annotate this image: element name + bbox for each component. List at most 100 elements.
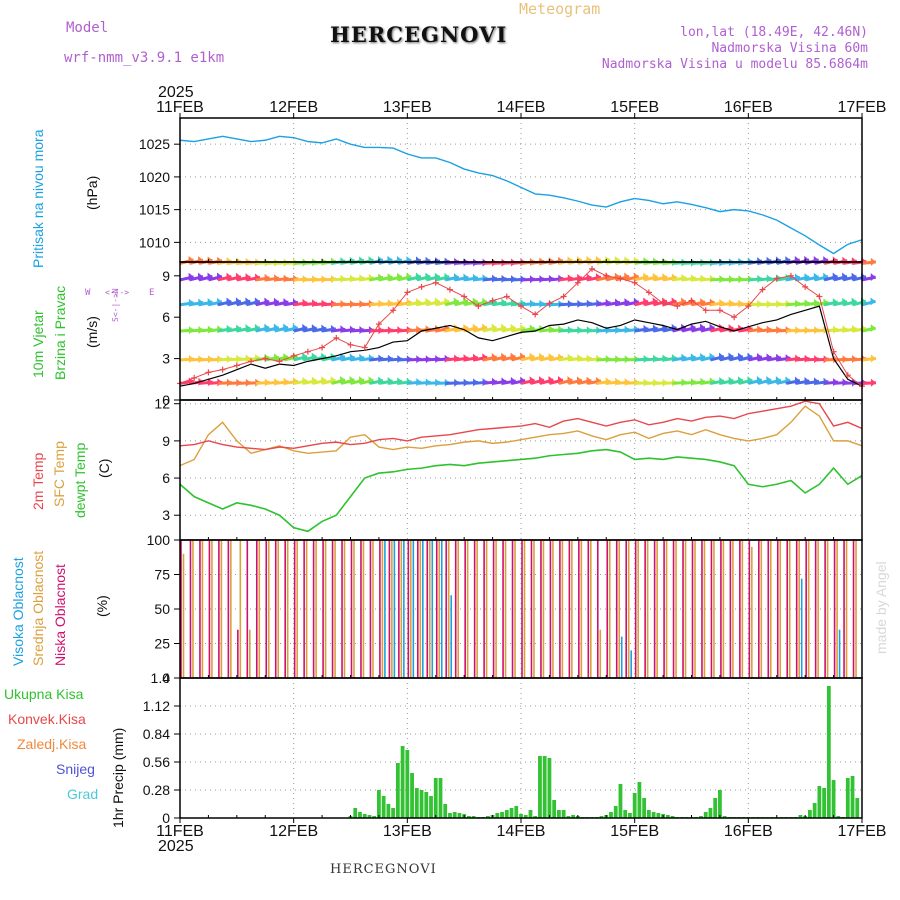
wind-arrowhead <box>870 378 876 387</box>
cloud-ytick-label: 75 <box>154 567 170 583</box>
wind-arrowhead <box>870 324 876 333</box>
precip-bar <box>443 804 448 818</box>
precip-bar <box>395 763 400 818</box>
cloud-ytick-label: 25 <box>154 636 170 652</box>
precip-bar <box>618 784 623 818</box>
temp-ytick-label: 12 <box>154 396 170 412</box>
precip-bar <box>528 810 533 818</box>
dewpt-line <box>179 448 863 533</box>
xtick-label-bottom: 13FEB <box>383 823 432 840</box>
precip-bar <box>424 792 429 818</box>
xtick-label-top: 12FEB <box>269 99 318 116</box>
precip-bar <box>405 750 410 818</box>
footer-station: HERCEGNOVI <box>330 862 437 877</box>
cloud-ytick-label: 100 <box>147 532 171 548</box>
precip-bar <box>448 813 452 818</box>
precip-bar <box>353 808 358 818</box>
precip-bar <box>566 816 571 818</box>
precip-bar <box>703 812 708 818</box>
precip-bar <box>812 803 817 818</box>
pressure-ytick-label: 1020 <box>139 169 170 185</box>
precip-bar <box>850 776 855 818</box>
precip-ytick-label: 1.4 <box>151 670 171 686</box>
precip-bar <box>391 808 396 818</box>
precip-bar <box>514 806 519 818</box>
elevation-label: Nadmorska Visina 60m <box>711 41 868 56</box>
meteogram-title: Meteogram <box>519 0 601 18</box>
precip-bar <box>646 810 651 818</box>
precip-bar <box>429 796 433 818</box>
sfc-temp-line <box>179 405 863 467</box>
precip-bar <box>822 788 827 818</box>
precip-bar <box>808 810 812 818</box>
precip-bar <box>628 813 632 818</box>
precip-bar <box>718 790 722 818</box>
station-title: HERCEGNOVI <box>330 22 508 47</box>
precip-bar <box>533 816 538 818</box>
wind-arrowhead <box>870 297 876 306</box>
precip-bar <box>571 815 575 818</box>
precip-bar <box>817 786 822 818</box>
precip-bar <box>410 773 414 818</box>
wind-ytick-label: 9 <box>162 268 170 284</box>
precip-bar <box>509 808 514 818</box>
precip-bar <box>556 810 561 818</box>
precip-bar <box>670 816 675 818</box>
precip-bar <box>599 816 604 818</box>
precip-bar <box>542 756 547 818</box>
pressure-ytick-label: 1015 <box>139 202 170 218</box>
precip-bar <box>651 812 656 818</box>
precip-bar <box>708 808 713 818</box>
xtick-label-bottom: 15FEB <box>610 823 659 840</box>
precip-ytick-label: 0.56 <box>143 754 170 770</box>
precip-bar <box>519 814 523 818</box>
precip-bar <box>547 758 552 818</box>
precip-bar <box>523 815 528 818</box>
pressure-ytick-label: 1025 <box>139 136 170 152</box>
compass-arrows-horizontal: <-|-> <box>105 288 130 297</box>
temp-ytick-label: 6 <box>162 470 170 486</box>
pressure-line <box>179 135 863 255</box>
temp-2m-line <box>179 400 863 451</box>
precip-bar <box>433 778 438 818</box>
precip-bar <box>400 746 405 818</box>
model-elevation-label: Nadmorska Visina u modelu 85.6864m <box>601 57 868 72</box>
precip-ytick-label: 1.12 <box>143 698 170 714</box>
compass-e: E <box>149 288 155 298</box>
precip-bar <box>358 812 362 818</box>
year-bottom: 2025 <box>158 838 194 855</box>
precip-bar <box>623 810 628 818</box>
precip-bar <box>613 806 618 818</box>
temp-ytick-label: 3 <box>162 507 170 523</box>
precip-bar <box>637 782 642 818</box>
precip-bar <box>362 814 367 818</box>
temp-ytick-label: 9 <box>162 433 170 449</box>
precip-bar <box>561 810 566 818</box>
model-label: Model <box>66 20 109 36</box>
wind-arrowhead <box>870 257 876 266</box>
wind-speed-line <box>179 305 863 387</box>
xtick-label-top: 11FEB <box>156 99 204 116</box>
precip-bar <box>452 812 457 818</box>
precip-bar <box>419 790 424 818</box>
xtick-label-bottom: 14FEB <box>497 823 546 840</box>
precip-legend-convective: Konvek.Kisa <box>8 711 86 727</box>
precip-bar <box>538 756 542 818</box>
precip-bar <box>699 816 703 818</box>
precip-bar <box>632 793 637 818</box>
precip-bar <box>381 796 386 818</box>
cloud-ytick-label: 50 <box>154 601 170 617</box>
precip-legend-frozen: Zaledj.Kisa <box>17 736 87 752</box>
precip-ytick-label: 0.28 <box>143 782 170 798</box>
xtick-label-top: 15FEB <box>610 99 659 116</box>
precip-ytick-label: 0.84 <box>143 726 170 742</box>
precip-bar <box>609 812 613 818</box>
precip-legend-total: Ukupna Kisa <box>4 686 84 702</box>
precip-bar <box>467 816 471 818</box>
precip-bar <box>500 812 504 818</box>
year-top: 2025 <box>158 84 194 101</box>
precip-bar <box>367 815 372 818</box>
precip-bar <box>855 798 860 818</box>
compass-w: W <box>85 288 91 298</box>
precip-bar <box>798 815 803 818</box>
